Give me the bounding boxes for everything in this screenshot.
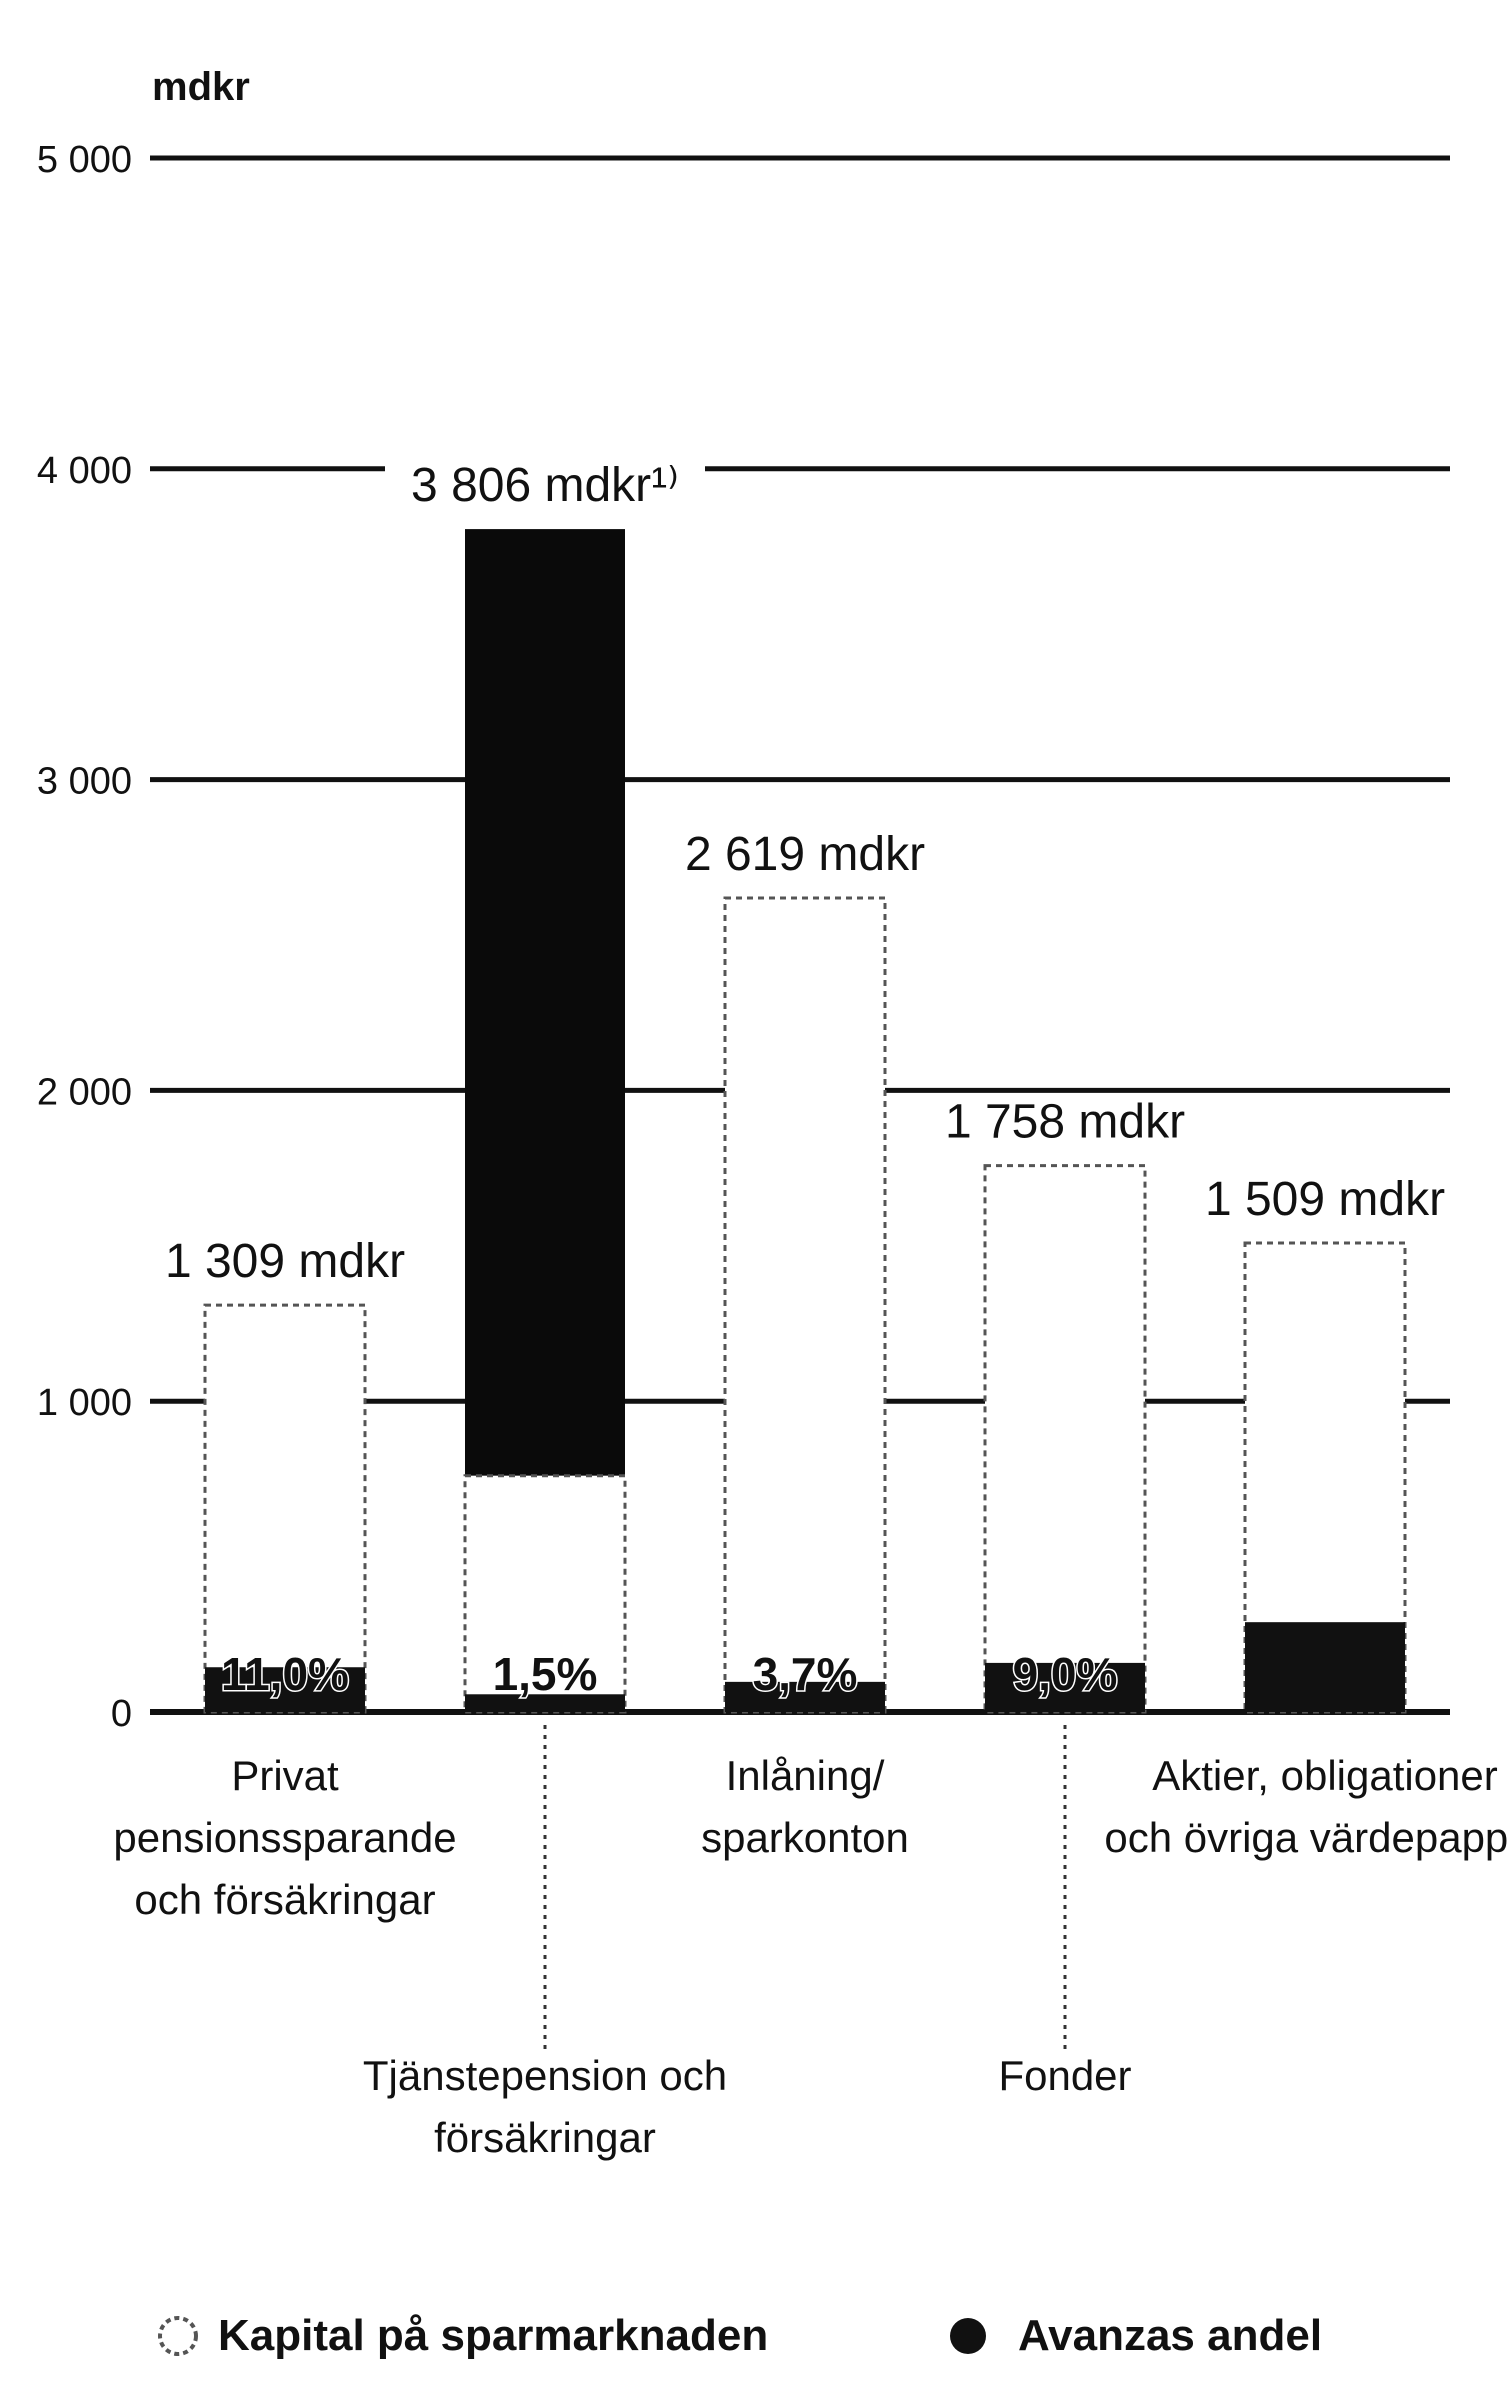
category-label: Tjänstepension och bbox=[363, 2052, 727, 2099]
category-label: Inlåning/ bbox=[726, 1752, 885, 1799]
legend-swatch-avanza bbox=[950, 2318, 986, 2354]
y-tick-label: 3 000 bbox=[37, 761, 132, 803]
category-label: och försäkringar bbox=[134, 1876, 435, 1923]
bar-total bbox=[203, 1303, 367, 1714]
value-label-total: 1 309 mdkr bbox=[165, 1235, 405, 1288]
bar-avanza-share bbox=[205, 1667, 365, 1712]
legend-label-avanza: Avanzas andel bbox=[1018, 2311, 1322, 2360]
value-labels: 1 309 mdkr 3 806 mdkr¹⁾ 2 619 mdkr 1 758 md… bbox=[150, 457, 1460, 1702]
value-label-share: 9,0% bbox=[1013, 1648, 1118, 1700]
value-label-share: 3,7% bbox=[753, 1648, 858, 1700]
bar-avanza-share bbox=[725, 1681, 885, 1712]
y-tick-label: 1 000 bbox=[37, 1382, 132, 1424]
value-label-backdrop bbox=[670, 826, 940, 883]
bar-avanza-share bbox=[465, 1694, 625, 1712]
category-label: och övriga värdepapper bbox=[1104, 1814, 1510, 1861]
y-tick-label: 2 000 bbox=[37, 1071, 132, 1113]
bar-avanza-share bbox=[1245, 1622, 1405, 1712]
y-tick-label: 4 000 bbox=[37, 450, 132, 492]
value-label-share: 1,5% bbox=[493, 1648, 598, 1700]
bar-total bbox=[983, 1164, 1147, 1714]
value-label-backdrop bbox=[1190, 1171, 1460, 1228]
bars bbox=[203, 529, 1407, 1714]
bar-total bbox=[465, 529, 625, 1476]
legend: Kapital på sparmarknaden Avanzas andel bbox=[158, 2311, 1322, 2360]
bar-total-lower bbox=[463, 1474, 627, 1714]
legend-label-capital: Kapital på sparmarknaden bbox=[218, 2311, 768, 2360]
value-label-total: 2 619 mdkr bbox=[685, 828, 925, 881]
y-tick-label: 0 bbox=[111, 1693, 132, 1735]
bar-total bbox=[723, 896, 887, 1714]
value-label-total: 1 758 mdkr bbox=[945, 1096, 1185, 1149]
value-label-backdrop bbox=[385, 457, 705, 514]
legend-swatch-capital bbox=[158, 2316, 198, 2356]
category-label: försäkringar bbox=[434, 2114, 656, 2161]
category-label: sparkonton bbox=[701, 1814, 909, 1861]
value-label-total: 3 806 mdkr¹⁾ bbox=[411, 459, 679, 512]
category-labels: Privat pensionssparande och försäkringar Tj… bbox=[113, 1725, 1510, 2161]
category-label: pensionssparande bbox=[113, 1814, 456, 1861]
y-unit-label: mdkr bbox=[152, 65, 250, 109]
value-label-share: 11,0% bbox=[221, 1648, 349, 1700]
bar-avanza-share bbox=[985, 1662, 1145, 1712]
category-label: Fonder bbox=[998, 2052, 1131, 2099]
category-label: Aktier, obligationer bbox=[1152, 1752, 1498, 1799]
category-label: Privat bbox=[231, 1752, 339, 1799]
value-label-backdrop bbox=[150, 1233, 420, 1290]
y-axis: mdkr 0 1 000 2 000 3 000 4 000 5 000 bbox=[37, 65, 250, 1735]
value-label-backdrop bbox=[930, 1093, 1200, 1150]
value-label-total: 1 509 mdkr bbox=[1205, 1173, 1445, 1226]
y-tick-label: 5 000 bbox=[37, 139, 132, 181]
